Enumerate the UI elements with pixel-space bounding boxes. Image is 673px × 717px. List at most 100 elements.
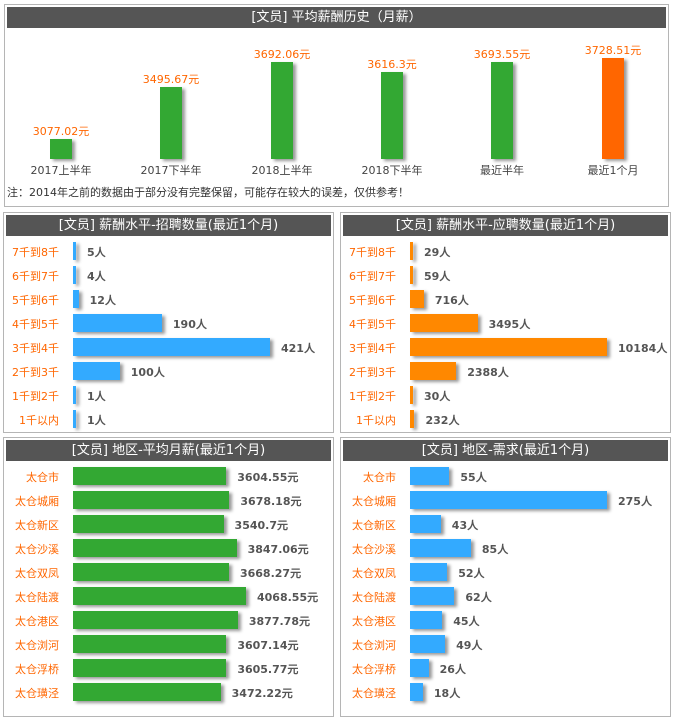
bar [410,386,413,404]
data-label: 3605.77元 [237,663,299,676]
category-label: 太仓陆渡 [352,591,396,604]
data-label: 3847.06元 [247,543,309,556]
category-label: 2018上半年 [251,164,313,177]
data-label: 10184人 [618,342,668,355]
category-label: 3千到4千 [12,342,59,355]
data-label: 49人 [456,639,483,652]
bar [410,266,413,284]
data-label: 3607.14元 [237,639,299,652]
category-label: 太仓港区 [15,615,59,628]
data-label: 3077.02元 [32,125,90,139]
category-label: 5千到6千 [12,294,59,307]
data-label: 3728.51元 [584,43,642,57]
salary-history-title: [文员] 平均薪酬历史（月薪） [7,7,666,28]
data-label: 190人 [172,318,207,331]
category-label: 2018下半年 [361,164,423,177]
category-label: 太仓港区 [352,615,396,628]
data-label: 18人 [433,687,461,700]
bar [50,139,72,159]
data-note: 注：2014年之前的数据由于部分没有完整保留，可能存在较大的误差，仅供参考！ [7,186,409,199]
bar [602,57,624,159]
bar [410,467,450,485]
data-label: 3495人 [488,318,531,331]
category-label: 最近1个月 [587,164,639,177]
data-label: 4人 [87,270,106,283]
data-label: 3693.55元 [473,48,531,62]
bar [73,563,229,581]
data-label: 100人 [130,366,165,379]
bar [410,611,443,629]
bar [73,242,76,260]
bar [160,87,182,159]
bar [73,515,224,533]
postings-title: [文员] 薪酬水平-招聘数量(最近1个月) [6,215,331,236]
data-label: 55人 [460,471,487,484]
data-label: 3604.55元 [237,471,299,484]
region-demand-title: [文员] 地区-需求(最近1个月) [343,440,668,461]
category-label: 4千到5千 [12,318,59,331]
applicants-title: [文员] 薪酬水平-应聘数量(最近1个月) [343,215,668,236]
category-label: 6千到7千 [12,270,59,283]
category-label: 4千到5千 [349,318,396,331]
category-label: 1千以内 [19,414,59,427]
data-label: 3472.22元 [231,687,293,700]
data-label: 5人 [87,246,106,259]
bar [410,635,446,653]
data-label: 3877.78元 [248,615,310,628]
data-label: 3540.7元 [234,519,288,532]
category-label: 太仓沙溪 [15,543,59,556]
bar [73,290,79,308]
category-label: 太仓璜泾 [352,687,396,700]
category-label: 5千到6千 [349,294,396,307]
data-label: 29人 [424,246,451,259]
bar [73,539,237,557]
data-label: 59人 [424,270,451,283]
bar [410,659,429,677]
data-label: 421人 [281,342,315,355]
data-label: 12人 [89,294,116,307]
category-label: 1千到2千 [349,390,396,403]
bar [73,659,227,677]
bar [73,338,270,356]
category-label: 太仓市 [26,471,59,484]
data-label: 26人 [439,663,466,676]
bar [73,314,162,332]
data-label: 3692.06元 [253,48,311,62]
category-label: 2千到3千 [12,366,59,379]
category-label: 2017下半年 [140,164,202,177]
bar [410,587,455,605]
category-label: 3千到4千 [349,342,396,355]
data-label: 52人 [458,567,485,580]
bar [73,467,227,485]
bar [73,587,246,605]
region-salary-title: [文员] 地区-平均月薪(最近1个月) [6,440,331,461]
category-label: 太仓浏河 [352,639,396,652]
category-label: 7千到8千 [349,246,396,259]
category-label: 2017上半年 [30,164,92,177]
category-label: 6千到7千 [349,270,396,283]
bar [73,611,238,629]
category-label: 太仓浮桥 [352,663,396,676]
bar [410,290,424,308]
region-avg-salary-panel: [文员] 地区-平均月薪(最近1个月) 太仓市 3604.55元 太仓城厢 3678.… [3,437,334,717]
data-label: 85人 [481,543,509,556]
data-label: 232人 [425,414,460,427]
bar [410,338,607,356]
category-label: 1千到2千 [12,390,59,403]
bar [410,563,448,581]
bar [410,491,607,509]
category-label: 太仓璜泾 [15,687,59,700]
bar [73,683,221,701]
salary-level-applicants-panel: [文员] 薪酬水平-应聘数量(最近1个月) 7千到8千 29人 6千到7千 59人 5千… [340,212,671,433]
bar [410,314,478,332]
bar [410,362,457,380]
bar [410,242,413,260]
data-label: 43人 [451,519,479,532]
bar [491,62,513,159]
bar [73,491,230,509]
category-label: 2千到3千 [349,366,396,379]
category-label: 太仓双凤 [15,567,59,580]
data-label: 2388人 [467,366,509,379]
category-label: 太仓新区 [15,519,59,532]
bar [410,410,415,428]
